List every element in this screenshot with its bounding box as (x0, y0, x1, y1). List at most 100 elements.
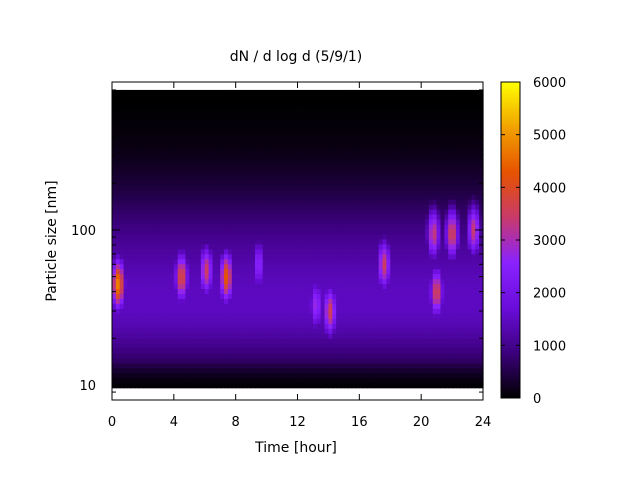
heatmap-cell (363, 243, 368, 250)
heatmap-cell (417, 338, 422, 344)
heatmap-cell (347, 248, 353, 255)
heatmap-cell (150, 199, 156, 205)
heatmap-cell (112, 184, 117, 190)
heatmap-cell (150, 94, 156, 101)
heatmap-cell (204, 194, 210, 200)
heatmap-cell (270, 298, 275, 304)
heatmap-cell (359, 278, 364, 285)
heatmap-cell (401, 308, 407, 314)
heatmap-cell (417, 238, 422, 245)
heatmap-cell (378, 184, 384, 190)
heatmap-cell (343, 308, 349, 314)
heatmap-cell (332, 253, 337, 260)
heatmap-cell (158, 263, 163, 270)
heatmap-cell (432, 352, 438, 359)
heatmap-cell (417, 154, 422, 161)
heatmap-cell (274, 338, 279, 344)
heatmap-cell (289, 134, 295, 141)
heatmap-cell (212, 377, 217, 384)
heatmap-cell (305, 184, 310, 190)
heatmap-cell (336, 253, 341, 260)
heatmap-cell (274, 223, 279, 230)
heatmap-cell (204, 124, 210, 131)
heatmap-cell (390, 318, 395, 324)
heatmap-cell (397, 357, 403, 364)
heatmap-cell (351, 253, 357, 260)
heatmap-cell (208, 104, 214, 111)
heatmap-cell (162, 94, 167, 101)
heatmap-cell (425, 129, 430, 136)
heatmap-cell (131, 377, 136, 384)
heatmap-cell (169, 129, 175, 136)
heatmap-cell (150, 293, 156, 299)
heatmap-cell (417, 209, 422, 215)
heatmap-cell (397, 209, 403, 215)
heatmap-cell (197, 288, 202, 295)
heatmap-cell (247, 382, 252, 389)
heatmap-cell (146, 323, 152, 329)
heatmap-cell (173, 174, 179, 180)
heatmap-cell (251, 129, 256, 136)
heatmap-cell (382, 283, 387, 290)
heatmap-cell (135, 367, 140, 374)
heatmap-cell (347, 348, 353, 354)
heatmap-cell (285, 179, 291, 185)
heatmap-cell (204, 228, 210, 235)
heatmap-cell (343, 144, 349, 151)
heatmap-cell (139, 89, 144, 96)
heatmap-cell (185, 308, 190, 314)
heatmap-cell (274, 149, 279, 156)
heatmap-cell (370, 268, 376, 275)
heatmap-cell (162, 253, 167, 260)
heatmap-cell (251, 293, 256, 299)
heatmap-cell (135, 328, 140, 334)
heatmap-cell (336, 283, 341, 290)
heatmap-cell (378, 243, 384, 250)
heatmap-cell (123, 179, 129, 185)
heatmap-cell (204, 159, 210, 165)
heatmap-cell (401, 94, 407, 101)
heatmap-cell (293, 109, 299, 116)
heatmap-cell (282, 367, 287, 374)
heatmap-cell (131, 194, 136, 200)
heatmap-cell (309, 238, 314, 245)
heatmap-cell (193, 278, 198, 285)
heatmap-cell (386, 154, 391, 161)
heatmap-cell (119, 268, 125, 275)
heatmap-cell (258, 233, 264, 240)
heatmap-cell (270, 348, 275, 354)
heatmap-cell (224, 149, 229, 156)
heatmap-cell (320, 352, 326, 359)
heatmap-cell (428, 348, 434, 354)
heatmap-cell (115, 298, 121, 304)
heatmap-cell (421, 228, 426, 235)
heatmap-cell (413, 129, 418, 136)
heatmap-cell (197, 94, 202, 101)
heatmap-cell (324, 184, 330, 190)
heatmap-cell (324, 154, 330, 161)
heatmap-cell (189, 154, 194, 161)
heatmap-cell (177, 248, 183, 255)
heatmap-cell (258, 362, 264, 369)
heatmap-cell (274, 194, 279, 200)
heatmap-cell (301, 273, 306, 280)
heatmap-cell (343, 149, 349, 156)
heatmap-cell (173, 119, 179, 126)
heatmap-cell (200, 164, 206, 170)
heatmap-cell (401, 333, 407, 339)
heatmap-cell (146, 243, 152, 250)
heatmap-cell (378, 357, 384, 364)
heatmap-cell (413, 278, 418, 285)
heatmap-cell (421, 154, 426, 161)
heatmap-cell (270, 94, 275, 101)
heatmap-cell (316, 169, 322, 175)
heatmap-cell (351, 209, 357, 215)
heatmap-cell (169, 333, 175, 339)
heatmap-cell (413, 263, 418, 270)
heatmap-cell (312, 377, 318, 384)
heatmap-cell (123, 298, 129, 304)
heatmap-cell (127, 362, 132, 369)
heatmap-cell (386, 293, 391, 299)
heatmap-cell (220, 283, 225, 290)
heatmap-cell (421, 124, 426, 131)
